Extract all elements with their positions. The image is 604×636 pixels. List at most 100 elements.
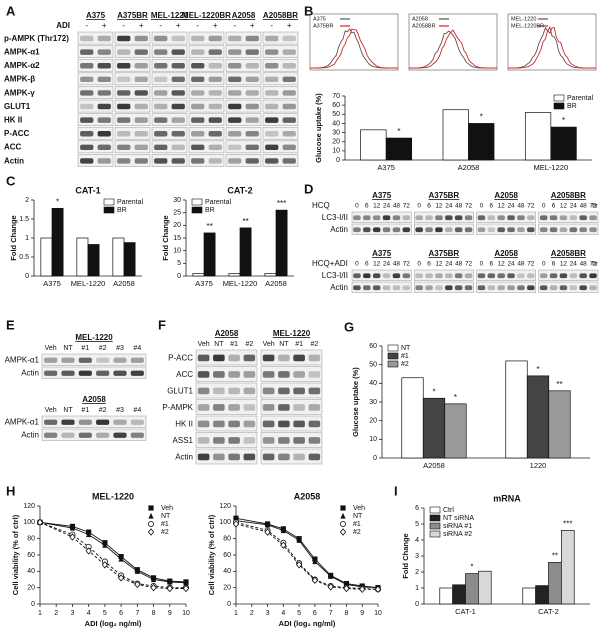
- blot-band: [117, 158, 131, 164]
- bar: [239, 227, 252, 277]
- blot-band: [134, 90, 148, 96]
- y-axis-label: Cell viability (% of ctrl): [11, 514, 20, 595]
- lane-label: #4: [133, 407, 141, 414]
- lane-label: +: [287, 21, 292, 30]
- bar: [264, 273, 277, 277]
- bar: [452, 584, 466, 605]
- legend-label: Veh: [353, 505, 365, 512]
- lane-label: #2: [310, 341, 318, 348]
- blot-band: [445, 215, 453, 221]
- flow-curve: [310, 28, 398, 69]
- x-tick-label: 1220: [530, 461, 547, 470]
- blot-frame: [260, 366, 323, 382]
- lane-label: 0: [480, 261, 484, 268]
- blot-band: [113, 370, 127, 376]
- blot-row-label: AMPK-α2: [4, 61, 40, 70]
- blot-band: [487, 285, 496, 291]
- blot-band: [527, 273, 535, 279]
- legend-label: A2058BR: [412, 23, 436, 29]
- lane-label: 72: [527, 203, 535, 210]
- bar: [548, 562, 562, 605]
- y-tick-label: 60: [223, 552, 231, 559]
- blot-band: [113, 357, 127, 363]
- blot-band: [372, 285, 381, 291]
- lane-label: 48: [455, 203, 463, 210]
- marker: [232, 520, 240, 528]
- lane-label: 72: [465, 203, 473, 210]
- flow-curve: [508, 26, 596, 69]
- blot-band: [80, 158, 94, 164]
- bar: [505, 360, 528, 459]
- significance-mark: **: [206, 222, 212, 231]
- blot-band: [265, 49, 279, 55]
- blot-row-label: AMPK-β: [4, 75, 35, 84]
- blot-band: [228, 76, 242, 83]
- blot-band: [445, 285, 453, 291]
- blot-row-label: GLUT1: [4, 102, 31, 111]
- y-axis-label: Glucose uptake (%): [351, 367, 360, 437]
- y-tick-label: 0: [25, 273, 29, 280]
- marker: [343, 584, 350, 593]
- blot-band: [278, 371, 290, 378]
- blot-band: [265, 76, 279, 83]
- y-tick-label: 2: [415, 569, 419, 576]
- marker: [102, 542, 108, 548]
- legend-label: NT: [353, 513, 363, 520]
- marker: [85, 547, 92, 555]
- blot-band: [282, 103, 296, 110]
- y-tick-label: 0: [336, 157, 340, 164]
- legend-swatch: [191, 206, 203, 214]
- blot-frame: [260, 382, 323, 399]
- x-tick-label: 1: [38, 610, 42, 617]
- blot-frame: [195, 415, 258, 432]
- blot-group-title: A2058BR: [551, 249, 586, 258]
- blot-band: [208, 76, 222, 83]
- panel-letter: A: [6, 3, 16, 18]
- y-tick-label: 10: [369, 436, 377, 443]
- legend-label: Parental: [567, 95, 594, 102]
- x-tick-label: 7: [135, 610, 139, 617]
- blot-group-title: A375: [372, 191, 392, 200]
- blot-band: [507, 215, 515, 221]
- x-tick-label: A2058: [423, 461, 445, 470]
- lane-label: +: [250, 21, 255, 30]
- blot-band: [507, 285, 515, 291]
- blot-band: [228, 387, 240, 395]
- blot-band: [213, 354, 225, 362]
- blot-band: [117, 117, 131, 123]
- lane-label: 12: [498, 203, 506, 210]
- blot-band: [497, 227, 505, 233]
- blot-band: [243, 453, 256, 461]
- blot-band: [569, 215, 578, 221]
- blot-band: [134, 63, 148, 69]
- blot-band: [243, 404, 256, 411]
- bar: [401, 377, 424, 459]
- y-tick-label: 5: [177, 260, 181, 267]
- x-tick-label: CAT-1: [455, 607, 476, 616]
- blot-frame: [260, 448, 323, 465]
- blot-band: [579, 215, 587, 221]
- blot-band: [262, 420, 275, 428]
- x-tick-label: A375: [195, 279, 213, 288]
- bar: [524, 112, 552, 161]
- treatment-label: HCQ+ADI: [312, 259, 348, 268]
- legend-label: #2: [353, 529, 361, 536]
- y-tick-label: 1: [415, 585, 419, 592]
- blot-group-title: A2058: [82, 395, 106, 404]
- blot-band: [61, 370, 75, 376]
- blot-band: [117, 90, 131, 96]
- panel-letter: G: [344, 319, 354, 334]
- lane-label: #3: [116, 345, 124, 352]
- blot-group-title: A2058BR: [263, 11, 298, 20]
- series-line: [39, 521, 186, 589]
- legend-label: NT siRNA: [443, 515, 474, 522]
- marker: [182, 584, 190, 593]
- x-tick-label: A2058: [113, 279, 135, 288]
- blot-band: [392, 273, 401, 279]
- blot-band: [80, 144, 94, 151]
- legend-swatch: [191, 198, 203, 206]
- blot-band: [154, 76, 168, 83]
- legend-label: Veh: [161, 505, 173, 512]
- blot-band: [477, 215, 486, 221]
- blot-band: [454, 285, 463, 291]
